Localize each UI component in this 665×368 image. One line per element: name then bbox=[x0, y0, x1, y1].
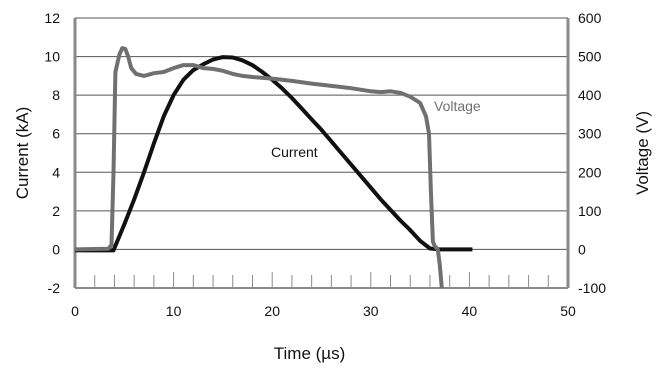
x-tick-labels: 0 10 20 30 40 50 bbox=[71, 303, 576, 319]
x-axis-title: Time (µs) bbox=[274, 344, 346, 363]
right-tick-label: 0 bbox=[578, 241, 586, 257]
current-series-label: Current bbox=[271, 144, 318, 160]
x-tick-label: 30 bbox=[363, 303, 379, 319]
right-tick-label: 600 bbox=[578, 10, 602, 26]
left-axis-title: Current (kA) bbox=[13, 107, 32, 200]
left-tick-label: 0 bbox=[52, 241, 60, 257]
left-tick-label: 2 bbox=[52, 203, 60, 219]
left-tick-label: 6 bbox=[52, 126, 60, 142]
x-tick-label: 50 bbox=[560, 303, 576, 319]
left-tick-label: -2 bbox=[48, 280, 61, 296]
right-axis-title: Voltage (V) bbox=[633, 111, 652, 195]
left-tick-label: 4 bbox=[52, 164, 60, 180]
right-tick-label: 100 bbox=[578, 203, 602, 219]
left-tick-label: 10 bbox=[44, 49, 60, 65]
current-line bbox=[75, 55, 473, 253]
voltage-line bbox=[74, 46, 444, 289]
axes bbox=[73, 18, 570, 289]
x-tick-label: 10 bbox=[166, 303, 182, 319]
right-tick-label: 300 bbox=[578, 126, 602, 142]
left-tick-label: 12 bbox=[44, 10, 60, 26]
left-tick-label: 8 bbox=[52, 87, 60, 103]
x-tick-label: 40 bbox=[462, 303, 478, 319]
right-tick-label: -100 bbox=[578, 280, 606, 296]
left-tick-labels: -2 0 2 4 6 8 10 12 bbox=[44, 10, 60, 296]
series-lines bbox=[74, 46, 473, 289]
x-tick-marks bbox=[74, 272, 569, 288]
right-tick-label: 200 bbox=[578, 164, 602, 180]
right-tick-labels: -100 0 100 200 300 400 500 600 bbox=[578, 10, 606, 296]
x-tick-label: 20 bbox=[264, 303, 280, 319]
x-tick-label: 0 bbox=[71, 303, 79, 319]
right-tick-label: 400 bbox=[578, 87, 602, 103]
voltage-series-label: Voltage bbox=[434, 98, 481, 114]
right-tick-label: 500 bbox=[578, 49, 602, 65]
